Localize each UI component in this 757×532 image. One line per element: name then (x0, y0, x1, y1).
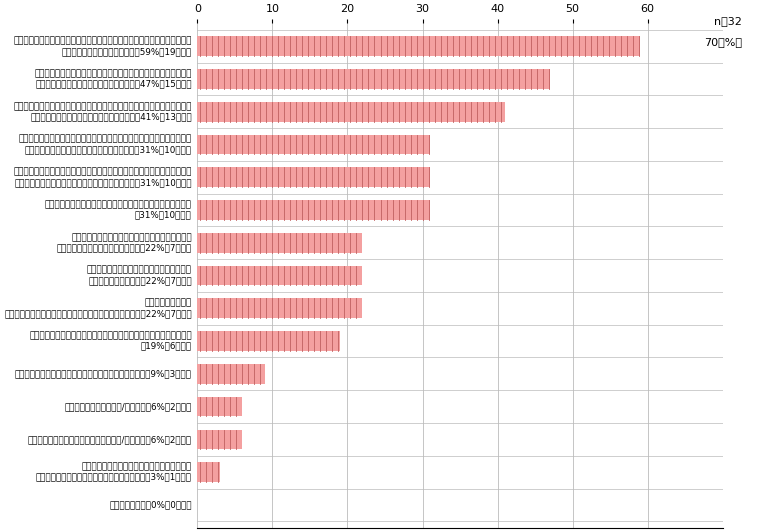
Bar (198, 265, 363, 285)
Bar (198, 331, 340, 351)
Bar (198, 168, 430, 187)
Bar (198, 462, 220, 482)
Bar (198, 102, 505, 121)
Bar (198, 200, 430, 220)
Bar (198, 36, 640, 56)
Bar (198, 135, 430, 154)
Text: n＝32: n＝32 (714, 16, 742, 26)
Bar (198, 233, 363, 253)
Bar (198, 69, 550, 89)
Text: 70（%）: 70（%） (704, 37, 742, 47)
Bar (198, 364, 265, 384)
Bar (198, 429, 242, 449)
Bar (198, 397, 242, 417)
Bar (198, 298, 363, 318)
